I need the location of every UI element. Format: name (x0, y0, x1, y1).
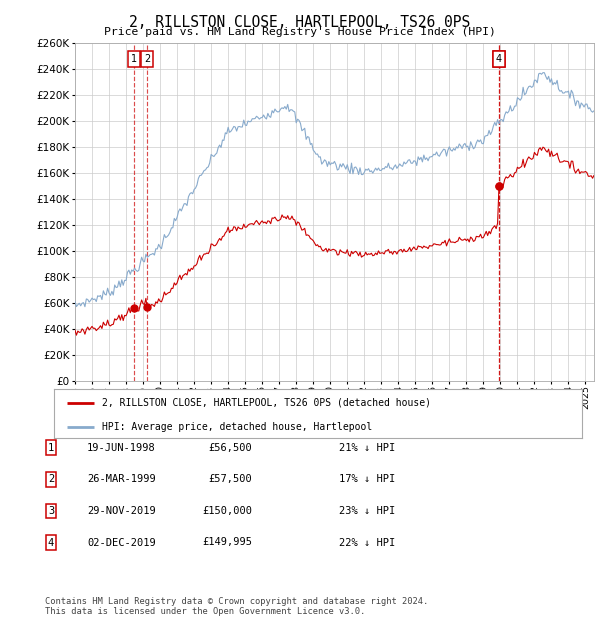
Text: 21% ↓ HPI: 21% ↓ HPI (339, 443, 395, 453)
Text: 2: 2 (144, 54, 150, 64)
Text: Contains HM Land Registry data © Crown copyright and database right 2024.: Contains HM Land Registry data © Crown c… (45, 597, 428, 606)
Text: 2, RILLSTON CLOSE, HARTLEPOOL, TS26 0PS: 2, RILLSTON CLOSE, HARTLEPOOL, TS26 0PS (130, 15, 470, 30)
Text: 3: 3 (48, 506, 54, 516)
Text: 19-JUN-1998: 19-JUN-1998 (87, 443, 156, 453)
Text: 23% ↓ HPI: 23% ↓ HPI (339, 506, 395, 516)
Text: 2: 2 (48, 474, 54, 484)
Text: HPI: Average price, detached house, Hartlepool: HPI: Average price, detached house, Hart… (101, 422, 372, 432)
Text: £149,995: £149,995 (202, 538, 252, 547)
Text: £150,000: £150,000 (202, 506, 252, 516)
Text: This data is licensed under the Open Government Licence v3.0.: This data is licensed under the Open Gov… (45, 607, 365, 616)
Text: £56,500: £56,500 (208, 443, 252, 453)
Text: Price paid vs. HM Land Registry's House Price Index (HPI): Price paid vs. HM Land Registry's House … (104, 27, 496, 37)
Text: 29-NOV-2019: 29-NOV-2019 (87, 506, 156, 516)
Text: 4: 4 (48, 538, 54, 547)
Text: £57,500: £57,500 (208, 474, 252, 484)
Text: 1: 1 (131, 54, 137, 64)
Text: 4: 4 (496, 54, 502, 64)
Text: 22% ↓ HPI: 22% ↓ HPI (339, 538, 395, 547)
Text: 26-MAR-1999: 26-MAR-1999 (87, 474, 156, 484)
Text: 17% ↓ HPI: 17% ↓ HPI (339, 474, 395, 484)
Text: 3: 3 (496, 54, 502, 64)
Text: 1: 1 (48, 443, 54, 453)
Text: 02-DEC-2019: 02-DEC-2019 (87, 538, 156, 547)
Text: 2, RILLSTON CLOSE, HARTLEPOOL, TS26 0PS (detached house): 2, RILLSTON CLOSE, HARTLEPOOL, TS26 0PS … (101, 397, 431, 407)
